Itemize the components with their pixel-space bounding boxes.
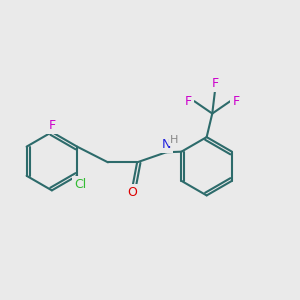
Text: F: F — [212, 77, 219, 90]
Text: O: O — [128, 186, 138, 199]
Text: H: H — [170, 135, 178, 145]
Text: F: F — [185, 95, 192, 108]
Text: Cl: Cl — [74, 178, 86, 191]
Text: N: N — [162, 138, 171, 151]
Text: F: F — [48, 119, 56, 132]
Text: F: F — [232, 95, 239, 108]
